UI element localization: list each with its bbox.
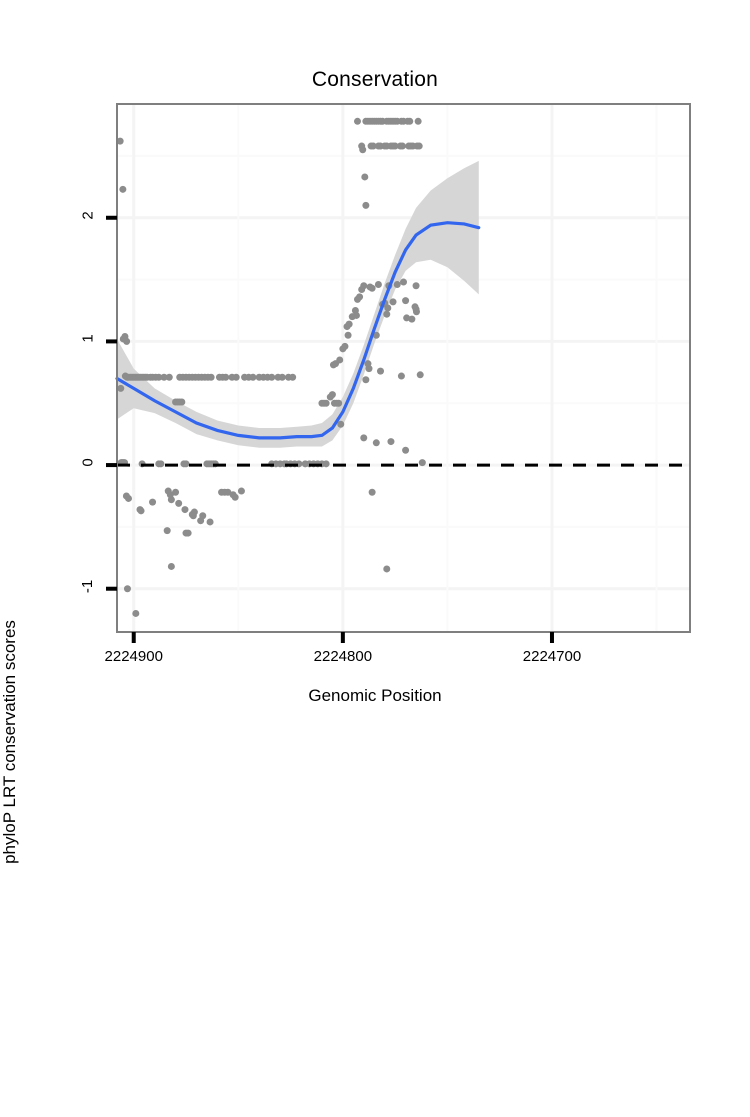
data-points [116,117,426,617]
conservation-scatter-chart: Conservation phyloP LRT conservation sco… [0,68,691,864]
y-tick-label: 1 [71,330,105,347]
grid-lines [117,104,690,632]
panel-border [116,103,691,633]
plot-canvas [106,103,691,643]
axis-ticks [106,215,554,643]
x-tick-label: 2224800 [313,648,373,665]
y-tick-label-text: -1 [79,579,97,593]
x-tick-label: 2224900 [104,648,163,665]
x-axis-title: Genomic Position [308,686,442,705]
page-title: Conservation [311,68,439,91]
panel-background [117,104,690,632]
y-tick-label-text: 2 [79,211,97,220]
y-tick-label: 2 [71,207,105,224]
loess-smooth-line [115,221,481,440]
confidence-band [117,160,479,448]
x-tick-label: 2224700 [522,648,582,665]
y-axis-title: phyloP LRT conservation scores [0,620,19,864]
y-tick-label-text: 1 [79,334,97,344]
y-tick-label-text: 0 [79,458,97,467]
y-tick-label: 0 [71,454,105,471]
y-tick-label: -1 [71,578,105,595]
